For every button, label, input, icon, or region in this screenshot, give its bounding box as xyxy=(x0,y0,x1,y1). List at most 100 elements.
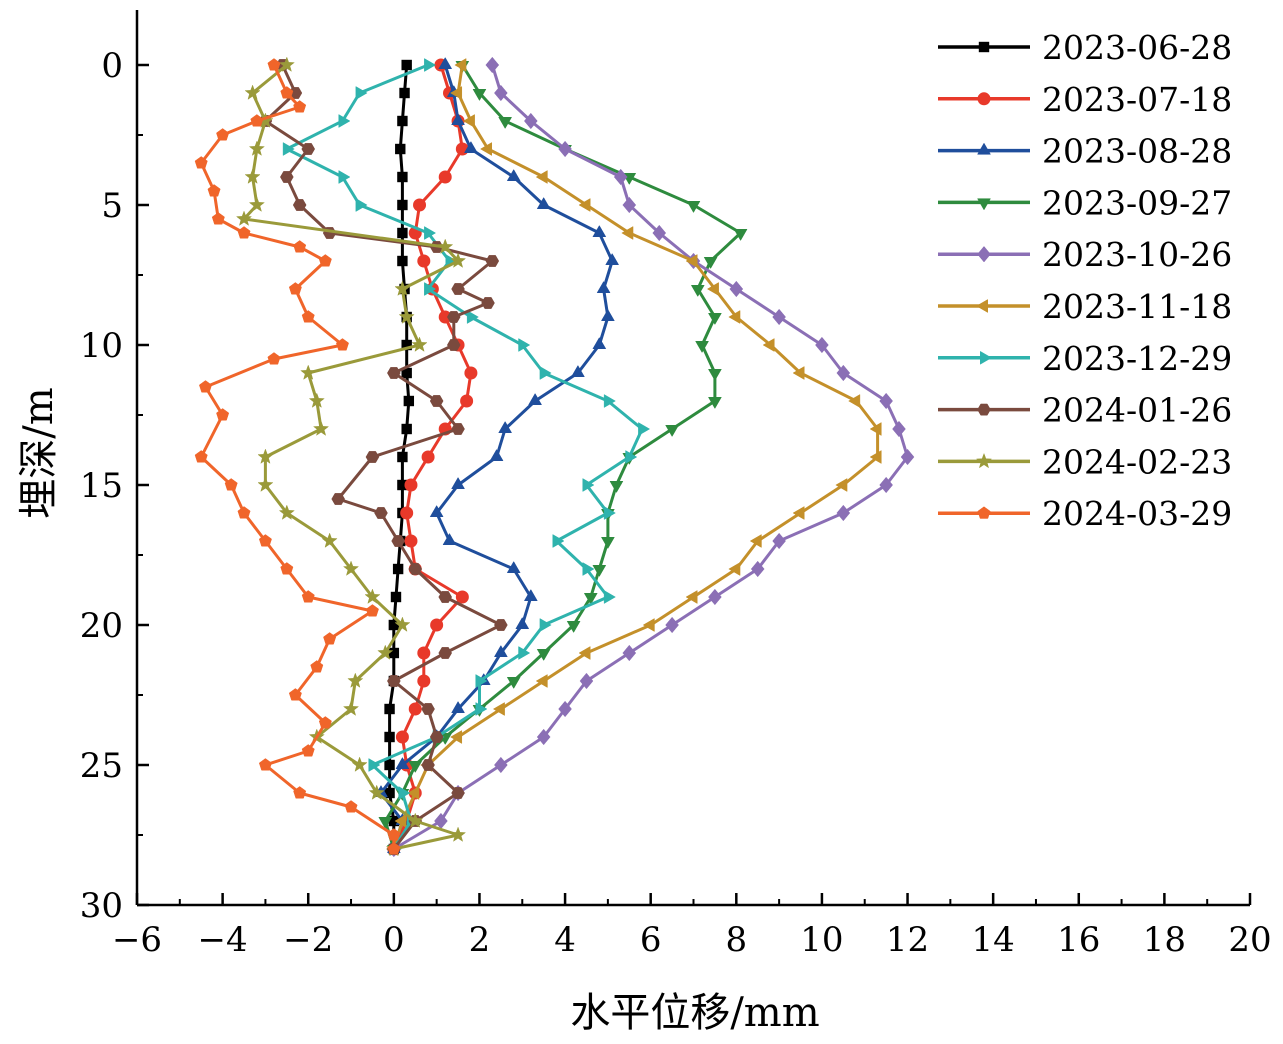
data-point xyxy=(524,112,538,130)
data-point xyxy=(449,826,467,842)
data-point xyxy=(338,114,351,128)
data-point xyxy=(397,451,408,463)
data-point xyxy=(480,142,493,156)
data-point xyxy=(300,364,317,380)
data-point xyxy=(869,422,882,436)
data-point xyxy=(455,590,469,604)
data-point xyxy=(310,660,324,673)
data-point xyxy=(707,369,722,381)
x-tick-label: 14 xyxy=(972,920,1015,960)
data-point xyxy=(336,338,349,351)
y-tick-label: 0 xyxy=(101,46,123,86)
data-point xyxy=(421,759,435,771)
data-point xyxy=(489,449,504,461)
data-point xyxy=(194,156,208,169)
data-point xyxy=(401,59,412,71)
data-point xyxy=(463,141,478,153)
data-point xyxy=(207,184,221,197)
data-point xyxy=(451,283,465,295)
data-point xyxy=(686,201,701,213)
data-point xyxy=(293,100,307,113)
y-axis-title: 埋深/m xyxy=(16,387,62,518)
data-point xyxy=(462,114,475,128)
data-point xyxy=(424,282,437,296)
data-point xyxy=(250,114,264,127)
legend-marker xyxy=(977,403,991,416)
data-point xyxy=(749,534,762,548)
data-point xyxy=(384,759,395,771)
data-point xyxy=(401,423,412,435)
data-point xyxy=(390,591,402,603)
data-point xyxy=(429,731,444,743)
data-point xyxy=(216,408,230,421)
data-point xyxy=(450,86,463,100)
series-2023-11-18 xyxy=(385,58,882,856)
data-point xyxy=(395,757,410,769)
data-point xyxy=(397,479,408,491)
data-point xyxy=(404,534,418,548)
x-tick-label: 2 xyxy=(469,920,491,960)
data-point xyxy=(535,170,548,184)
legend-entry: 2023-06-28 xyxy=(938,28,1232,67)
data-point xyxy=(429,395,444,407)
data-point xyxy=(407,812,424,828)
data-point xyxy=(603,506,616,520)
data-point xyxy=(772,308,786,326)
data-point xyxy=(772,532,786,550)
data-point xyxy=(690,285,705,297)
data-point xyxy=(528,393,543,405)
data-point xyxy=(417,254,431,268)
data-point xyxy=(695,341,709,353)
data-point xyxy=(583,593,598,605)
data-point xyxy=(685,590,698,604)
data-point xyxy=(592,225,607,237)
data-point xyxy=(451,701,465,713)
legend-entry: 2023-11-18 xyxy=(938,287,1232,326)
x-tick-label: −2 xyxy=(283,920,333,960)
data-point xyxy=(605,253,620,265)
data-point xyxy=(365,604,379,617)
data-point xyxy=(879,476,893,494)
data-point xyxy=(437,238,454,254)
data-point xyxy=(237,226,251,239)
data-point xyxy=(762,338,775,352)
x-tick-label: 10 xyxy=(800,920,843,960)
data-point xyxy=(394,280,411,296)
data-point xyxy=(733,229,748,241)
data-point xyxy=(622,196,637,214)
data-point xyxy=(481,297,495,309)
data-point xyxy=(728,310,741,324)
data-point xyxy=(257,476,274,492)
data-point xyxy=(518,338,531,352)
data-point xyxy=(408,563,423,575)
data-point xyxy=(394,814,407,828)
data-point xyxy=(552,534,565,548)
data-point xyxy=(460,394,474,408)
data-point xyxy=(384,703,395,715)
data-point xyxy=(351,756,368,772)
data-point xyxy=(536,197,551,209)
data-point xyxy=(387,842,401,855)
data-point xyxy=(729,280,744,298)
data-point xyxy=(237,506,251,519)
legend-label: 2023-12-29 xyxy=(1042,339,1232,378)
data-point xyxy=(397,227,408,239)
data-point xyxy=(387,675,401,687)
data-point xyxy=(539,618,552,632)
data-point xyxy=(492,702,505,716)
x-tick-label: 20 xyxy=(1228,920,1271,960)
data-point xyxy=(397,255,408,267)
data-point xyxy=(407,786,420,800)
data-point xyxy=(374,507,388,519)
data-point xyxy=(342,560,360,576)
data-point xyxy=(665,425,680,437)
data-point xyxy=(446,311,461,323)
x-tick-label: −4 xyxy=(198,920,248,960)
data-point xyxy=(321,532,338,548)
data-point xyxy=(391,535,405,547)
legend-entry: 2023-09-27 xyxy=(938,183,1232,222)
data-point xyxy=(388,815,400,827)
data-point xyxy=(267,352,281,365)
data-point xyxy=(421,450,435,464)
data-point xyxy=(378,817,393,829)
